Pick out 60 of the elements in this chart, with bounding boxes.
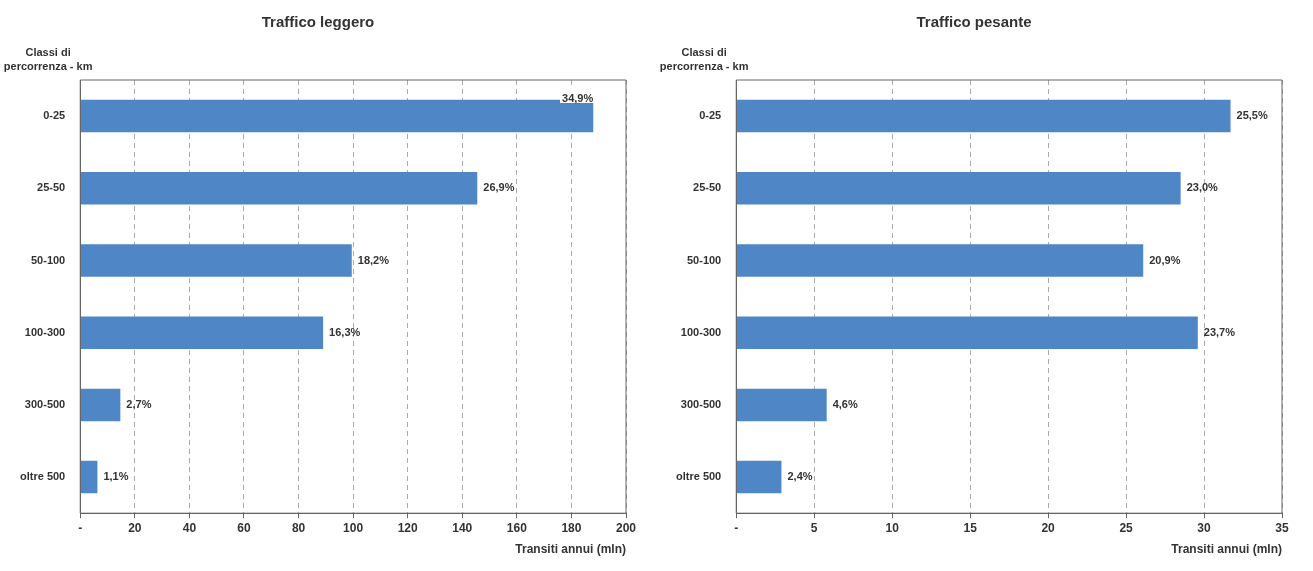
annotation: 2,7% [126, 397, 152, 410]
y-tick-label: oltre 500 [676, 470, 722, 483]
annotation: 4,6% [832, 397, 858, 410]
x-tick-label: 15 [963, 520, 978, 535]
y-tick-label: 50-100 [30, 253, 66, 266]
bar [736, 244, 1144, 277]
annotation: 34,9% [562, 91, 594, 104]
bar [80, 172, 478, 205]
annotation: 23,7% [1203, 325, 1236, 338]
y-tick-label: 300-500 [24, 397, 66, 410]
x-tick-label: 140 [452, 520, 473, 535]
chart-title: Traffico pesante [916, 13, 1032, 31]
y-axis-title: Classi di percorrenza - km [3, 45, 93, 72]
bar [736, 460, 782, 494]
annotation: 1,1% [103, 470, 129, 483]
y-tick-label: 25-50 [693, 181, 722, 194]
annotation: 16,3% [329, 325, 361, 338]
y-tick-label: 100-300 [24, 325, 66, 338]
x-tick-label: 5 [810, 520, 818, 535]
x-tick-label: 20 [128, 520, 142, 535]
x-tick-label: - [78, 520, 83, 535]
bar [736, 99, 1231, 133]
y-tick-label: 0-25 [699, 109, 722, 122]
y-tick-label: oltre 500 [20, 470, 66, 483]
x-tick-label: 100 [343, 520, 364, 535]
x-tick-label: 200 [615, 520, 637, 535]
x-tick-label: 35 [1275, 520, 1289, 535]
y-tick-label: 100-300 [680, 325, 722, 338]
y-tick-label: 50-100 [686, 253, 722, 266]
x-tick-label: 120 [397, 520, 419, 535]
x-tick-label: - [734, 520, 739, 535]
bar [736, 388, 827, 422]
bar [80, 244, 352, 277]
x-tick-label: 40 [182, 520, 197, 535]
annotation: 25,5% [1236, 109, 1268, 122]
x-axis-title: Transiti annui (mln) [1171, 542, 1282, 557]
x-axis-title: Transiti annui (mln) [515, 542, 626, 557]
x-tick-label: 25 [1119, 520, 1134, 535]
y-tick-label: 300-500 [680, 397, 722, 410]
y-tick-label: 0-25 [43, 109, 66, 122]
bar [736, 316, 1198, 349]
bar [80, 460, 98, 494]
x-tick-label: 160 [506, 520, 528, 535]
annotation: 23,0% [1186, 181, 1219, 194]
x-tick-label: 10 [885, 520, 900, 535]
y-axis-title: Classi di percorrenza - km [659, 45, 749, 72]
x-tick-label: 180 [561, 520, 582, 535]
bar [80, 388, 121, 422]
x-tick-label: 60 [237, 520, 251, 535]
x-tick-label: 20 [1041, 520, 1056, 535]
x-tick-label: 80 [291, 520, 306, 535]
chart-title: Traffico leggero [261, 13, 375, 31]
x-tick-label: 30 [1197, 520, 1212, 535]
annotation: 18,2% [357, 253, 390, 266]
bar [736, 172, 1181, 205]
annotation: 26,9% [483, 181, 515, 194]
annotation: 2,4% [787, 470, 813, 483]
annotation: 20,9% [1149, 253, 1181, 266]
bar [80, 316, 324, 349]
y-tick-label: 25-50 [37, 181, 66, 194]
